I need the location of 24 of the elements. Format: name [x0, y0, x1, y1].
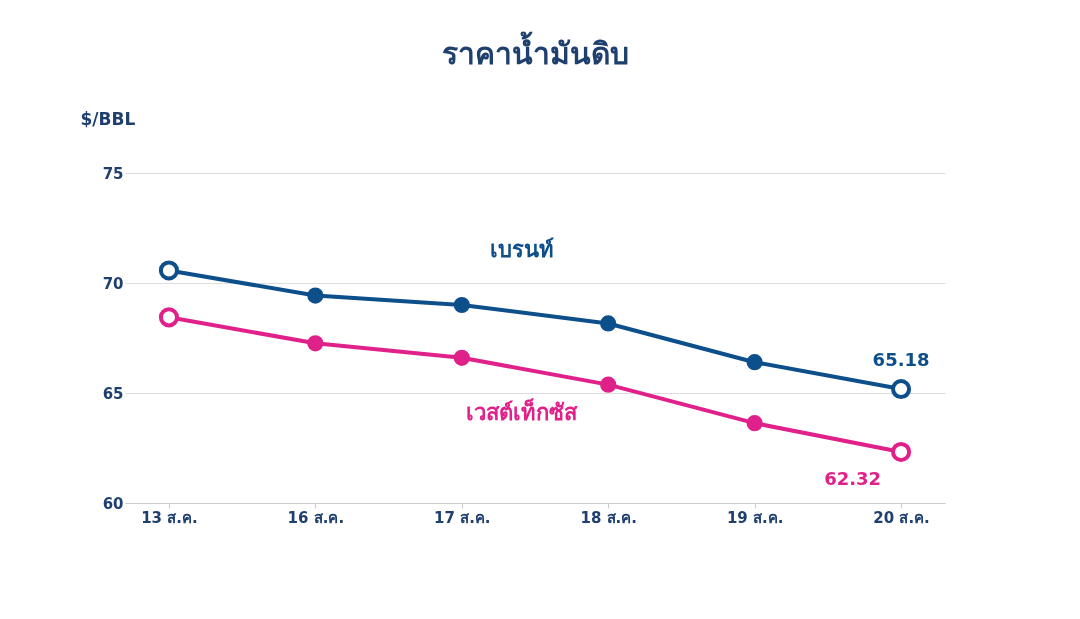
point: [307, 335, 324, 352]
point: [746, 354, 763, 371]
x-tick-label: 17 ส.ค.: [434, 508, 491, 527]
y-tick-label: 60: [102, 494, 124, 513]
point: [453, 296, 470, 314]
point: [600, 315, 617, 332]
point: [453, 349, 470, 366]
x-tick-label: 18 ส.ค.: [580, 508, 637, 527]
y-tick-label: 75: [102, 164, 124, 183]
series-label: เวสต์เท็กซัส: [466, 397, 579, 425]
x-tick-label: 19 ส.ค.: [726, 508, 784, 527]
chart-title: ราคาน้ำมันดิบ: [441, 31, 629, 71]
y-tick-label: 65: [102, 384, 124, 403]
x-tick-label: 20 ส.ค.: [873, 508, 930, 527]
point: [307, 287, 324, 304]
point: [746, 415, 763, 432]
y-axis-title: $/BBL: [80, 108, 136, 129]
data-label: 62.32: [824, 467, 882, 489]
x-tick-label: 16 ส.ค.: [287, 508, 345, 527]
data-label: 65.18: [872, 349, 930, 371]
point: [600, 376, 617, 393]
x-tick-label: 13 ส.ค.: [141, 508, 198, 527]
text: เบรนท์: [489, 237, 554, 262]
y-tick-label: 70: [102, 274, 124, 293]
